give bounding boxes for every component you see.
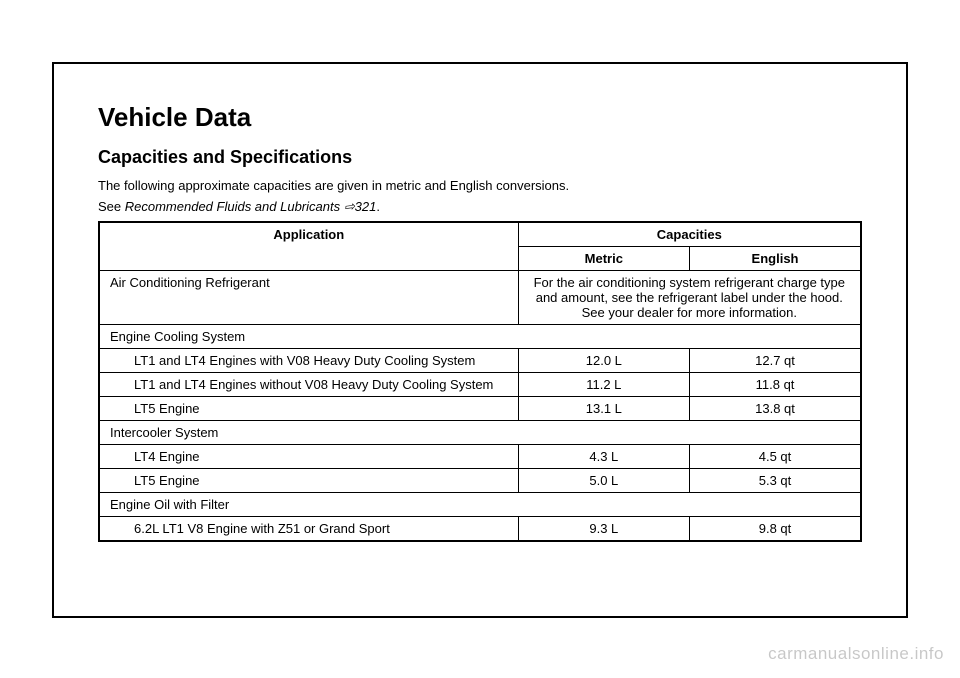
table-row: 6.2L LT1 V8 Engine with Z51 or Grand Spo… xyxy=(99,517,861,542)
cell-ecs-r2-label: LT1 and LT4 Engines without V08 Heavy Du… xyxy=(99,373,518,397)
section-subtitle: Capacities and Specifications xyxy=(98,147,862,168)
header-english: English xyxy=(690,247,861,271)
cell-oil-label: Engine Oil with Filter xyxy=(99,493,861,517)
table-row: Engine Oil with Filter xyxy=(99,493,861,517)
see-italic: Recommended Fluids and Lubricants xyxy=(125,199,344,214)
see-page: 321 xyxy=(355,199,377,214)
see-reference: See Recommended Fluids and Lubricants ⇨3… xyxy=(98,199,862,215)
cell-ecs-r3-metric: 13.1 L xyxy=(518,397,689,421)
cell-oil-r1-metric: 9.3 L xyxy=(518,517,689,542)
cell-oil-r1-label: 6.2L LT1 V8 Engine with Z51 or Grand Spo… xyxy=(99,517,518,542)
cell-ic-r1-english: 4.5 qt xyxy=(690,445,861,469)
cell-ecs-r2-metric: 11.2 L xyxy=(518,373,689,397)
intro-text: The following approximate capacities are… xyxy=(98,178,862,193)
table-row: Air Conditioning Refrigerant For the air… xyxy=(99,271,861,325)
cell-ac-note: For the air conditioning system refriger… xyxy=(518,271,861,325)
header-capacities: Capacities xyxy=(518,222,861,247)
table-row: LT5 Engine 13.1 L 13.8 qt xyxy=(99,397,861,421)
see-prefix: See xyxy=(98,199,125,214)
cell-ecs-r3-label: LT5 Engine xyxy=(99,397,518,421)
table-row: LT5 Engine 5.0 L 5.3 qt xyxy=(99,469,861,493)
table-row: LT1 and LT4 Engines with V08 Heavy Duty … xyxy=(99,349,861,373)
header-metric: Metric xyxy=(518,247,689,271)
table-row: Engine Cooling System xyxy=(99,325,861,349)
cell-ic-r1-label: LT4 Engine xyxy=(99,445,518,469)
see-suffix: . xyxy=(376,199,380,214)
cell-ecs-r1-english: 12.7 qt xyxy=(690,349,861,373)
table-row: Intercooler System xyxy=(99,421,861,445)
cell-ic-r2-metric: 5.0 L xyxy=(518,469,689,493)
cell-ic-r1-metric: 4.3 L xyxy=(518,445,689,469)
table-row: LT4 Engine 4.3 L 4.5 qt xyxy=(99,445,861,469)
table-row: LT1 and LT4 Engines without V08 Heavy Du… xyxy=(99,373,861,397)
cell-ac-label: Air Conditioning Refrigerant xyxy=(99,271,518,325)
document-page: Vehicle Data Capacities and Specificatio… xyxy=(52,62,908,618)
cell-ic-r2-label: LT5 Engine xyxy=(99,469,518,493)
cell-ecs-label: Engine Cooling System xyxy=(99,325,861,349)
link-icon: ⇨ xyxy=(343,198,356,215)
cell-ecs-r3-english: 13.8 qt xyxy=(690,397,861,421)
watermark-text: carmanualsonline.info xyxy=(768,644,944,664)
cell-oil-r1-english: 9.8 qt xyxy=(690,517,861,542)
cell-ecs-r1-metric: 12.0 L xyxy=(518,349,689,373)
cell-ic-r2-english: 5.3 qt xyxy=(690,469,861,493)
cell-ic-label: Intercooler System xyxy=(99,421,861,445)
cell-ecs-r2-english: 11.8 qt xyxy=(690,373,861,397)
capacities-table: Application Capacities Metric English Ai… xyxy=(98,221,862,542)
cell-ecs-r1-label: LT1 and LT4 Engines with V08 Heavy Duty … xyxy=(99,349,518,373)
header-application: Application xyxy=(99,222,518,271)
page-title: Vehicle Data xyxy=(98,102,862,133)
